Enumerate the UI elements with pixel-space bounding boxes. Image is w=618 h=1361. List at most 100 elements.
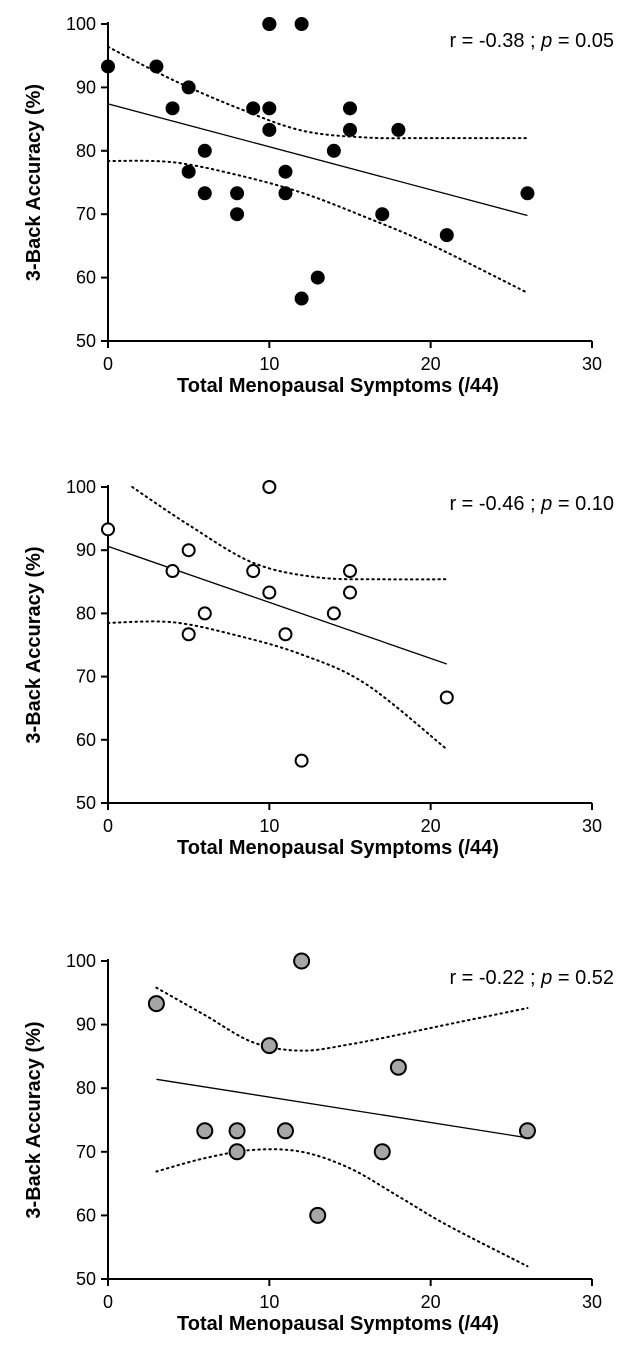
y-tick-label: 100 <box>66 477 96 497</box>
data-point <box>326 143 341 158</box>
data-point <box>101 522 115 537</box>
x-axis-label: Total Menopausal Symptoms (/44) <box>177 837 499 859</box>
x-axis-label: Total Menopausal Symptoms (/44) <box>177 1313 499 1335</box>
x-tick-label: 30 <box>582 1292 602 1312</box>
ci-upper-curve <box>155 986 529 1052</box>
x-tick-label: 10 <box>259 816 279 836</box>
y-tick-label: 60 <box>76 1205 96 1225</box>
y-tick-label: 90 <box>76 540 96 560</box>
data-point <box>228 1143 246 1161</box>
p-value: = 0.10 <box>552 493 614 515</box>
data-point <box>276 1122 294 1140</box>
data-point <box>262 480 277 494</box>
x-tick-label: 10 <box>259 1292 279 1312</box>
correlation-annotation: r = -0.46 ; p = 0.10 <box>449 493 614 515</box>
ci-lower-curve <box>107 620 448 751</box>
data-point <box>375 207 390 222</box>
y-tick-label: 60 <box>76 730 96 750</box>
data-point <box>326 606 341 621</box>
ci-lower-curve <box>155 1148 529 1268</box>
x-tick-label: 20 <box>421 816 441 836</box>
data-point <box>278 627 293 642</box>
data-point <box>294 291 309 306</box>
y-tick-label: 70 <box>76 204 96 224</box>
y-tick-label: 80 <box>76 1078 96 1098</box>
data-point <box>147 995 165 1013</box>
p-value: = 0.52 <box>552 967 614 989</box>
data-point <box>196 1122 214 1140</box>
y-tick-label: 60 <box>76 268 96 288</box>
data-point <box>343 122 357 137</box>
data-point <box>181 543 196 558</box>
data-point <box>439 228 454 243</box>
data-point <box>197 606 212 621</box>
scatter-panel-1: 50 60 70 80 90 100 0 10 20 30 Total Menopausal Sym… <box>23 14 614 397</box>
data-point <box>373 1143 391 1161</box>
y-tick-label: 70 <box>76 667 96 687</box>
data-point <box>309 1206 327 1224</box>
y-tick-label: 50 <box>76 1269 96 1289</box>
y-tick-label: 50 <box>76 331 96 351</box>
y-tick-label: 90 <box>76 77 96 97</box>
data-point <box>260 1037 278 1055</box>
y-tick-label: 50 <box>76 793 96 813</box>
scatter-panel-3: 50 60 70 80 90 100 0 10 20 30 Total Menopausal Sym… <box>23 951 614 1335</box>
data-point <box>230 186 245 201</box>
data-point <box>149 59 164 74</box>
data-point <box>389 1058 407 1076</box>
x-tick-label: 30 <box>582 816 602 836</box>
data-point <box>343 585 357 600</box>
scatter-panel-2: 50 60 70 80 90 100 0 10 20 30 Total Menopausal Sym… <box>23 477 614 859</box>
p-symbol: p <box>540 493 552 515</box>
data-point <box>181 164 196 179</box>
p-value: = 0.05 <box>552 30 614 52</box>
x-tick-label: 10 <box>259 354 279 374</box>
data-point <box>101 59 115 74</box>
r-value: r = -0.38 ; <box>449 30 541 52</box>
y-axis-label: 3-Back Accuracy (%) <box>23 546 45 743</box>
ci-upper-curve <box>107 45 529 140</box>
y-tick-label: 100 <box>66 951 96 971</box>
x-axis-label: Total Menopausal Symptoms (/44) <box>177 375 499 397</box>
data-point <box>246 101 261 116</box>
regression-line <box>156 1078 528 1139</box>
data-point <box>165 101 180 116</box>
data-point <box>262 585 277 600</box>
y-tick-label: 80 <box>76 603 96 623</box>
p-symbol: p <box>540 967 552 989</box>
data-point <box>343 101 357 116</box>
regression-line <box>107 545 448 665</box>
r-value: r = -0.46 ; <box>449 493 541 515</box>
y-tick-label: 80 <box>76 141 96 161</box>
p-symbol: p <box>540 30 552 52</box>
data-point <box>228 1122 246 1140</box>
data-point <box>293 952 311 970</box>
x-tick-label: 0 <box>103 1292 113 1312</box>
data-point <box>391 122 406 137</box>
data-point <box>197 186 212 201</box>
regression-line <box>107 103 528 217</box>
data-point <box>262 122 277 137</box>
r-value: r = -0.22 ; <box>449 967 541 989</box>
data-point <box>181 80 196 95</box>
data-point <box>181 627 196 642</box>
data-point <box>262 101 277 116</box>
data-point <box>520 186 535 201</box>
y-axis-label: 3-Back Accuracy (%) <box>23 1021 45 1218</box>
data-point <box>294 753 309 768</box>
y-axis-label: 3-Back Accuracy (%) <box>23 84 45 281</box>
ci-upper-curve <box>131 486 448 581</box>
data-point <box>230 207 245 222</box>
data-point <box>278 186 293 201</box>
x-tick-label: 20 <box>421 1292 441 1312</box>
data-point <box>246 564 261 579</box>
data-point <box>439 690 454 705</box>
data-point <box>294 17 309 31</box>
data-point <box>343 564 357 579</box>
y-tick-label: 90 <box>76 1015 96 1035</box>
data-point <box>197 143 212 158</box>
y-tick-label: 100 <box>66 14 96 34</box>
x-tick-label: 0 <box>103 816 113 836</box>
data-point <box>165 564 180 579</box>
